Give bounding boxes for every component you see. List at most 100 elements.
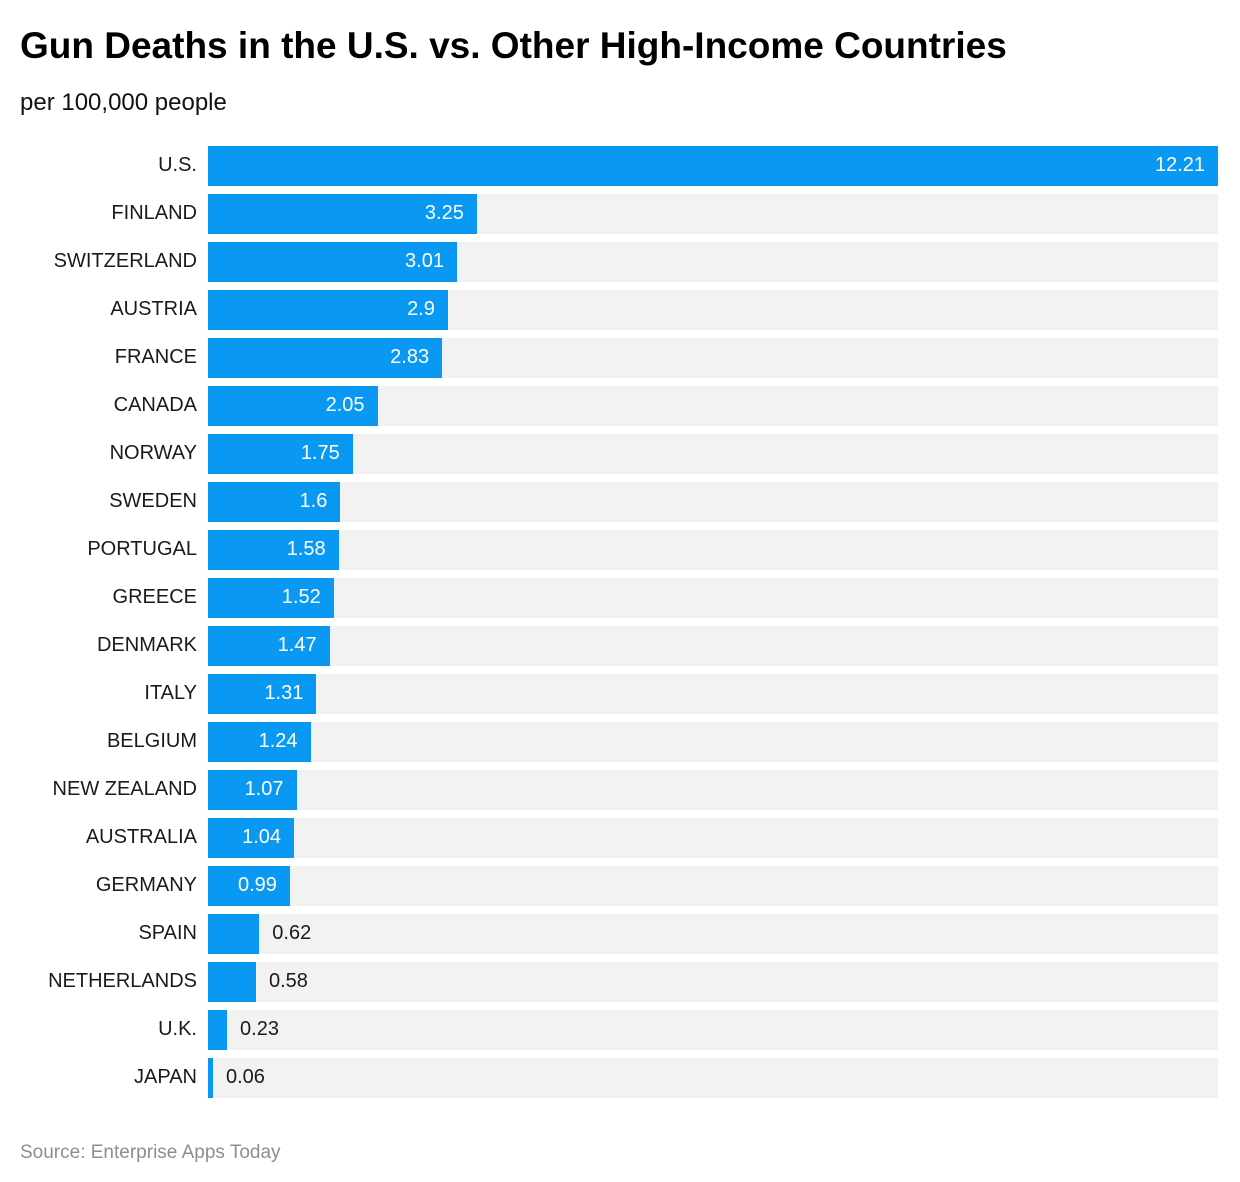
chart-row: ITALY 1.31 (20, 673, 1218, 714)
chart-row: SWEDEN 1.6 (20, 481, 1218, 522)
bar: 1.47 (208, 625, 330, 666)
chart-row: GREECE 1.52 (20, 577, 1218, 618)
chart-row: U.S. 12.21 (20, 145, 1218, 186)
bar-track: 0.99 (208, 865, 1218, 906)
bar: 1.75 (208, 433, 353, 474)
category-label: FINLAND (111, 202, 197, 225)
bar-track: 1.52 (208, 577, 1218, 618)
value-label: 2.83 (390, 346, 430, 369)
chart-title: Gun Deaths in the U.S. vs. Other High-In… (20, 25, 1007, 66)
category-label: NETHERLANDS (48, 970, 197, 993)
value-label: 2.9 (407, 298, 435, 321)
category-label: U.S. (158, 154, 197, 177)
category-label: BELGIUM (106, 730, 197, 753)
bar-track: 2.83 (208, 337, 1218, 378)
value-label: 2.05 (325, 394, 365, 417)
value-label: 1.58 (286, 538, 326, 561)
bar-track: 1.04 (208, 817, 1218, 858)
bar-track: 12.21 (208, 145, 1218, 186)
bar-track: 1.75 (208, 433, 1218, 474)
value-label: 0.23 (240, 1018, 279, 1041)
chart-row: GERMANY 0.99 (20, 865, 1218, 906)
bar-chart: U.S. 12.21 FINLAND 3.25 SWITZERLAND 3.01 AUSTR… (20, 145, 1218, 1098)
category-label: SPAIN (138, 922, 197, 945)
category-label: AUSTRALIA (85, 826, 197, 849)
bar-track: 1.31 (208, 673, 1218, 714)
bar-track: 1.6 (208, 481, 1218, 522)
bar-track: 2.9 (208, 289, 1218, 330)
category-label: AUSTRIA (110, 298, 197, 321)
bar: 2.05 (208, 385, 378, 426)
bar (208, 1009, 228, 1050)
bar-track: 0.23 (208, 1009, 1218, 1050)
value-label: 0.06 (225, 1066, 265, 1089)
chart-row: U.K. 0.23 (20, 1009, 1218, 1050)
category-label: JAPAN (134, 1066, 197, 1089)
chart-row: NEW ZEALAND 1.07 (20, 769, 1218, 810)
value-label: 3.01 (405, 250, 444, 273)
value-label: 0.62 (272, 922, 312, 945)
chart-row: FINLAND 3.25 (20, 193, 1218, 234)
bar: 1.04 (208, 817, 295, 858)
chart-row: SWITZERLAND 3.01 (20, 241, 1218, 282)
bar: 0.99 (208, 865, 290, 906)
category-label: SWITZERLAND (53, 250, 197, 273)
category-label: NORWAY (109, 442, 197, 465)
category-label: U.K. (158, 1018, 197, 1041)
bar-track: 1.58 (208, 529, 1218, 570)
source-note: Source: Enterprise Apps Today (20, 1141, 281, 1163)
bar (208, 1057, 213, 1098)
bar-track: 3.01 (208, 241, 1218, 282)
chart-row: CANADA 2.05 (20, 385, 1218, 426)
bar-track: 0.58 (208, 961, 1218, 1002)
bar-track: 3.25 (208, 193, 1218, 234)
bar-track: 0.06 (208, 1057, 1218, 1098)
chart-row: NETHERLANDS 0.58 (20, 961, 1218, 1002)
bar-track: 1.47 (208, 625, 1218, 666)
chart-row: JAPAN 0.06 (20, 1057, 1218, 1098)
value-label: 1.07 (244, 778, 284, 801)
category-label: GERMANY (95, 874, 197, 897)
chart-row: NORWAY 1.75 (20, 433, 1218, 474)
category-label: NEW ZEALAND (52, 778, 197, 801)
bar: 2.9 (208, 289, 448, 330)
bar: 1.6 (208, 481, 341, 522)
bar (208, 961, 256, 1002)
value-label: 0.58 (268, 970, 308, 993)
value-label: 1.04 (242, 826, 282, 849)
value-label: 1.6 (299, 490, 328, 513)
chart-row: FRANCE 2.83 (20, 337, 1218, 378)
chart-row: AUSTRIA 2.9 (20, 289, 1218, 330)
bar: 1.52 (208, 577, 334, 618)
bar: 1.07 (208, 769, 297, 810)
category-label: DENMARK (96, 634, 197, 657)
chart-row: DENMARK 1.47 (20, 625, 1218, 666)
bar: 2.83 (208, 337, 443, 378)
chart-row: BELGIUM 1.24 (20, 721, 1218, 762)
category-label: GREECE (112, 586, 197, 609)
chart-row: SPAIN 0.62 (20, 913, 1218, 954)
bar (208, 913, 260, 954)
value-label: 3.25 (424, 202, 464, 225)
value-label: 1.47 (277, 634, 317, 657)
bar-track: 1.07 (208, 769, 1218, 810)
category-label: SWEDEN (109, 490, 197, 513)
chart-row: PORTUGAL 1.58 (20, 529, 1218, 570)
category-label: FRANCE (114, 346, 197, 369)
value-label: 1.52 (281, 586, 321, 609)
bar-track: 0.62 (208, 913, 1218, 954)
value-label: 1.24 (258, 730, 298, 753)
bar: 1.24 (208, 721, 311, 762)
bar-track: 2.05 (208, 385, 1218, 426)
chart-row: AUSTRALIA 1.04 (20, 817, 1218, 858)
chart-subtitle: per 100,000 people (20, 88, 227, 116)
category-label: CANADA (113, 394, 197, 417)
value-label: 1.31 (264, 682, 304, 705)
bar: 1.58 (208, 529, 339, 570)
value-label: 12.21 (1154, 154, 1205, 177)
value-label: 1.75 (300, 442, 340, 465)
bar: 3.01 (208, 241, 457, 282)
bar: 12.21 (208, 145, 1218, 186)
bar-track: 1.24 (208, 721, 1218, 762)
